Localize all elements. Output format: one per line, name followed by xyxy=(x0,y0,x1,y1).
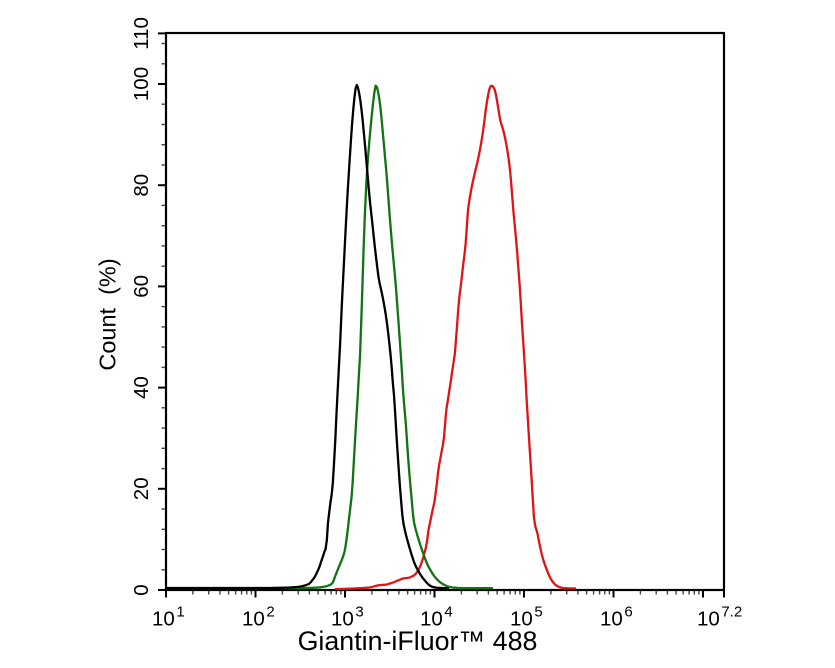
svg-text:0: 0 xyxy=(130,584,153,595)
svg-text:Count (%): Count (%) xyxy=(95,258,121,370)
svg-text:105: 10 5 xyxy=(510,604,543,631)
svg-text:40: 40 xyxy=(130,376,153,399)
svg-text:Giantin-iFluor™ 488: Giantin-iFluor™ 488 xyxy=(298,626,538,656)
svg-text:100: 100 xyxy=(130,67,153,101)
svg-text:80: 80 xyxy=(130,174,153,197)
svg-text:60: 60 xyxy=(130,275,153,298)
svg-text:20: 20 xyxy=(130,477,153,500)
svg-text:110: 110 xyxy=(130,17,153,50)
